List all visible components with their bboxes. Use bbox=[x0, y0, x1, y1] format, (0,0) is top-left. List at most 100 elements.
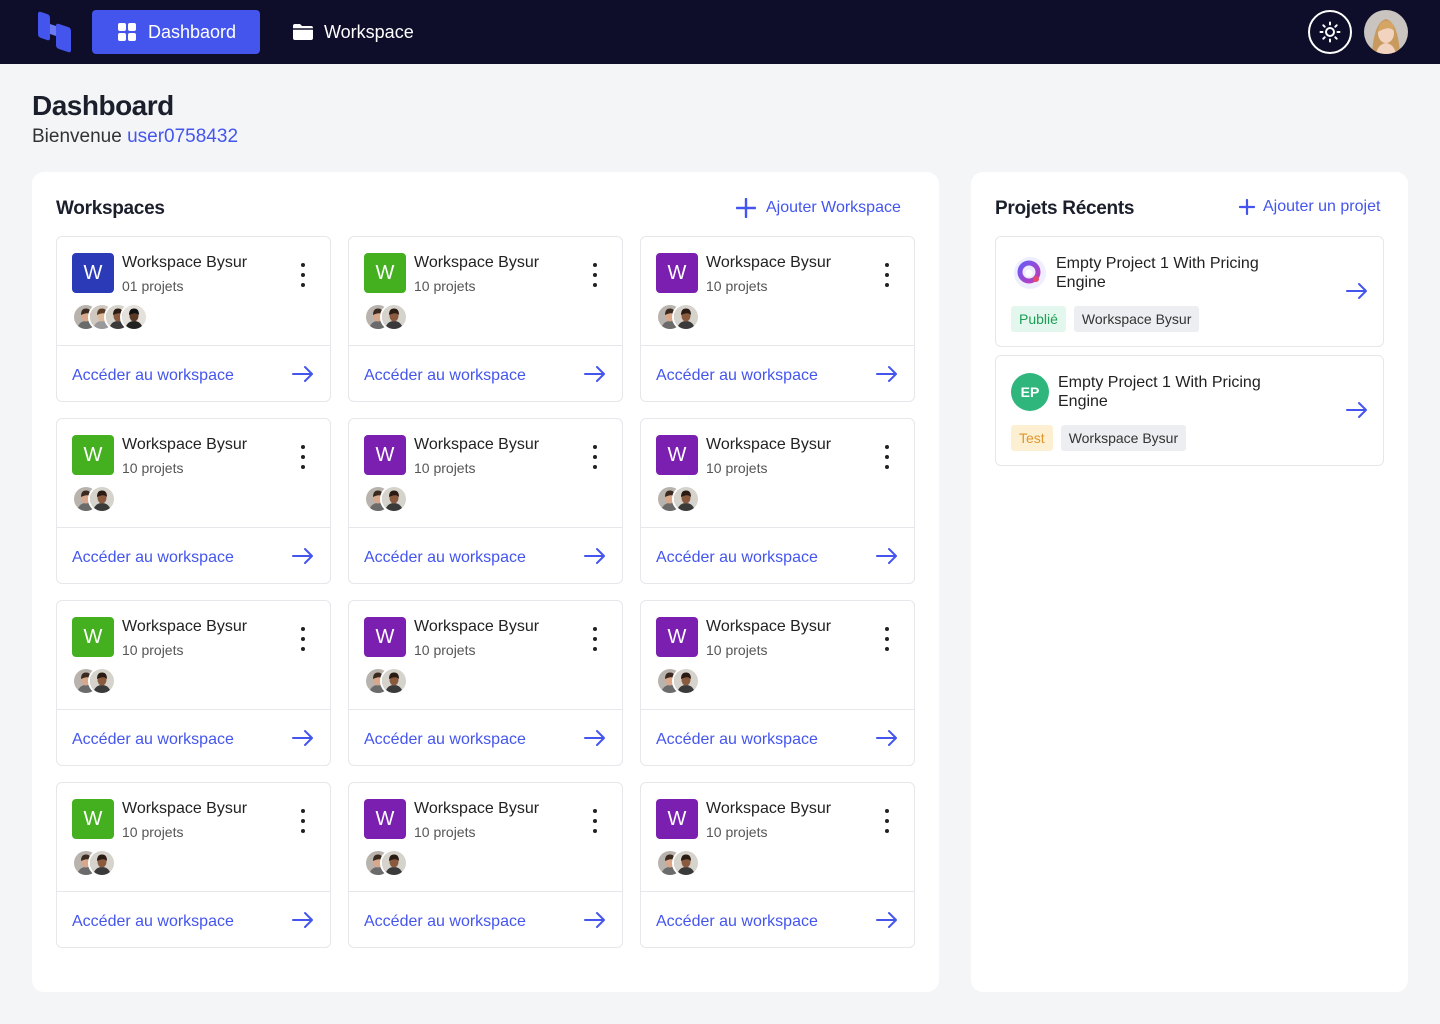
top-navigation-bar: Dashbaord Workspace bbox=[0, 0, 1440, 64]
member-avatar bbox=[380, 485, 408, 513]
workspace-card[interactable]: W Workspace Bysur 10 projets Accéder au wor… bbox=[640, 236, 915, 402]
app-logo-icon[interactable] bbox=[36, 10, 74, 54]
project-card[interactable]: EP Empty Project 1 With Pricing Engine Tes… bbox=[995, 355, 1384, 466]
workspace-project-count: 01 projets bbox=[122, 278, 184, 294]
workspace-name: Workspace Bysur bbox=[122, 254, 248, 271]
project-card[interactable]: Empty Project 1 With Pricing Engine Publi… bbox=[995, 236, 1384, 347]
card-divider bbox=[349, 891, 622, 892]
workspace-card[interactable]: W Workspace Bysur 10 projets Accéder au wor… bbox=[348, 236, 623, 402]
arrow-right-icon[interactable] bbox=[1345, 282, 1369, 305]
open-workspace-link[interactable]: Accéder au workspace bbox=[72, 731, 234, 748]
nav-dashboard-button[interactable]: Dashbaord bbox=[92, 10, 260, 54]
arrow-right-icon[interactable] bbox=[291, 729, 315, 752]
more-vertical-icon[interactable] bbox=[585, 263, 605, 287]
more-vertical-icon[interactable] bbox=[877, 809, 897, 833]
more-vertical-icon[interactable] bbox=[877, 627, 897, 651]
card-divider bbox=[641, 709, 914, 710]
open-workspace-link[interactable]: Accéder au workspace bbox=[72, 549, 234, 566]
workspace-card[interactable]: W Workspace Bysur 10 projets Accéder au wor… bbox=[56, 782, 331, 948]
open-workspace-link[interactable]: Accéder au workspace bbox=[72, 913, 234, 930]
workspaces-panel: Workspaces Ajouter Workspace W Workspace … bbox=[32, 172, 939, 992]
arrow-right-icon[interactable] bbox=[875, 365, 899, 388]
member-avatars bbox=[656, 485, 700, 513]
card-divider bbox=[641, 527, 914, 528]
open-workspace-link[interactable]: Accéder au workspace bbox=[656, 367, 818, 384]
workspace-badge: W bbox=[72, 435, 114, 475]
workspace-badge: W bbox=[364, 253, 406, 293]
workspace-card[interactable]: W Workspace Bysur 10 projets Accéder au wor… bbox=[56, 600, 331, 766]
arrow-right-icon[interactable] bbox=[291, 365, 315, 388]
member-avatar bbox=[380, 303, 408, 331]
more-vertical-icon[interactable] bbox=[293, 809, 313, 833]
arrow-right-icon[interactable] bbox=[875, 547, 899, 570]
workspace-project-count: 10 projets bbox=[122, 460, 184, 476]
workspace-card[interactable]: W Workspace Bysur 01 projets Accéder au wor… bbox=[56, 236, 331, 402]
open-workspace-link[interactable]: Accéder au workspace bbox=[364, 549, 526, 566]
workspace-card[interactable]: W Workspace Bysur 10 projets Accéder au wor… bbox=[348, 600, 623, 766]
arrow-right-icon[interactable] bbox=[291, 547, 315, 570]
member-avatars bbox=[72, 485, 116, 513]
nav-dashboard-label: Dashbaord bbox=[148, 21, 237, 42]
open-workspace-link[interactable]: Accéder au workspace bbox=[656, 913, 818, 930]
workspace-card[interactable]: W Workspace Bysur 10 projets Accéder au wor… bbox=[640, 600, 915, 766]
card-divider bbox=[57, 891, 330, 892]
member-avatars bbox=[656, 303, 700, 331]
open-workspace-link[interactable]: Accéder au workspace bbox=[656, 731, 818, 748]
add-workspace-button[interactable]: Ajouter Workspace bbox=[736, 198, 901, 218]
add-project-button[interactable]: Ajouter un projet bbox=[1239, 198, 1380, 216]
open-workspace-link[interactable]: Accéder au workspace bbox=[364, 731, 526, 748]
workspace-card[interactable]: W Workspace Bysur 10 projets Accéder au wor… bbox=[56, 418, 331, 584]
project-tags: Test Workspace Bysur bbox=[1011, 425, 1194, 451]
more-vertical-icon[interactable] bbox=[877, 445, 897, 469]
workspace-project-count: 10 projets bbox=[414, 642, 476, 658]
workspace-badge: W bbox=[656, 435, 698, 475]
open-workspace-link[interactable]: Accéder au workspace bbox=[364, 367, 526, 384]
nav-workspace-button[interactable]: Workspace bbox=[292, 10, 414, 54]
member-avatars bbox=[364, 485, 408, 513]
arrow-right-icon[interactable] bbox=[583, 729, 607, 752]
arrow-right-icon[interactable] bbox=[583, 365, 607, 388]
plus-icon bbox=[736, 198, 756, 218]
theme-toggle-button[interactable] bbox=[1308, 10, 1352, 54]
workspace-name: Workspace Bysur bbox=[414, 254, 540, 271]
open-workspace-link[interactable]: Accéder au workspace bbox=[364, 913, 526, 930]
more-vertical-icon[interactable] bbox=[293, 445, 313, 469]
arrow-right-icon[interactable] bbox=[583, 547, 607, 570]
workspace-card[interactable]: W Workspace Bysur 10 projets Accéder au wor… bbox=[640, 782, 915, 948]
workspace-card[interactable]: W Workspace Bysur 10 projets Accéder au wor… bbox=[348, 418, 623, 584]
member-avatars bbox=[72, 849, 116, 877]
card-divider bbox=[349, 709, 622, 710]
member-avatar bbox=[88, 849, 116, 877]
user-avatar[interactable] bbox=[1364, 10, 1408, 54]
member-avatars bbox=[656, 849, 700, 877]
more-vertical-icon[interactable] bbox=[585, 627, 605, 651]
arrow-right-icon[interactable] bbox=[875, 911, 899, 934]
arrow-right-icon[interactable] bbox=[1345, 401, 1369, 424]
open-workspace-link[interactable]: Accéder au workspace bbox=[72, 367, 234, 384]
more-vertical-icon[interactable] bbox=[293, 627, 313, 651]
user-photo-icon bbox=[1364, 10, 1408, 54]
workspace-badge: W bbox=[656, 253, 698, 293]
more-vertical-icon[interactable] bbox=[293, 263, 313, 287]
workspace-tag: Workspace Bysur bbox=[1073, 306, 1200, 332]
open-workspace-link[interactable]: Accéder au workspace bbox=[656, 549, 818, 566]
workspace-badge: W bbox=[72, 253, 114, 293]
workspace-card[interactable]: W Workspace Bysur 10 projets Accéder au wor… bbox=[640, 418, 915, 584]
more-vertical-icon[interactable] bbox=[585, 809, 605, 833]
arrow-right-icon[interactable] bbox=[875, 729, 899, 752]
workspace-project-count: 10 projets bbox=[706, 642, 768, 658]
more-vertical-icon[interactable] bbox=[877, 263, 897, 287]
arrow-right-icon[interactable] bbox=[583, 911, 607, 934]
workspace-name: Workspace Bysur bbox=[414, 800, 540, 817]
recent-projects-title: Projets Récents bbox=[995, 198, 1135, 219]
more-vertical-icon[interactable] bbox=[585, 445, 605, 469]
workspace-card[interactable]: W Workspace Bysur 10 projets Accéder au wor… bbox=[348, 782, 623, 948]
card-divider bbox=[349, 345, 622, 346]
arrow-right-icon[interactable] bbox=[291, 911, 315, 934]
card-divider bbox=[57, 709, 330, 710]
welcome-prefix: Bienvenue bbox=[32, 126, 122, 147]
workspace-badge: W bbox=[364, 435, 406, 475]
workspace-project-count: 10 projets bbox=[414, 460, 476, 476]
username-link[interactable]: user0758432 bbox=[127, 126, 239, 147]
nav-workspace-label: Workspace bbox=[324, 21, 414, 42]
